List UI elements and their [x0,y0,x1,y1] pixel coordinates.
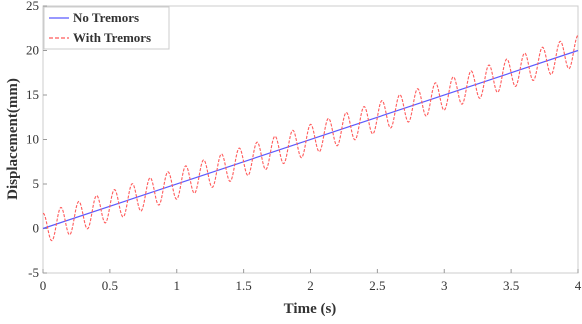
y-axis-label: Displacement(mm) [5,78,21,200]
y-tick-label: 20 [26,43,39,58]
legend-label-no-tremors: No Tremors [73,10,139,25]
series-layer [42,34,579,242]
y-tick-label: 5 [33,176,40,191]
x-tick-label: 1.5 [236,278,252,293]
x-tick-label: 2.5 [369,278,385,293]
x-tick-label: 0.5 [102,278,118,293]
legend: No Tremors With Tremors [43,6,170,50]
legend-box [43,6,170,50]
y-tick-label: 0 [33,221,40,236]
series-line-with-tremors [42,34,579,242]
x-tick-label: 3.5 [503,278,519,293]
x-tick-label: 1 [174,278,181,293]
x-axis-label: Time (s) [284,301,337,317]
y-tick-label: -5 [28,265,39,280]
x-tick-label: 3 [441,278,448,293]
x-axis: 0 0.5 1 1.5 2 2.5 3 3.5 4 [40,269,582,293]
series-line-no-tremors [42,49,579,230]
x-tick-label: 2 [307,278,314,293]
y-tick-label: 10 [26,132,39,147]
y-axis: -5 0 5 10 15 20 25 [26,0,47,280]
x-tick-label: 4 [575,278,582,293]
y-tick-label: 15 [26,87,39,102]
y-tick-label: 25 [26,0,39,13]
legend-label-with-tremors: With Tremors [73,30,151,45]
x-tick-label: 0 [40,278,47,293]
